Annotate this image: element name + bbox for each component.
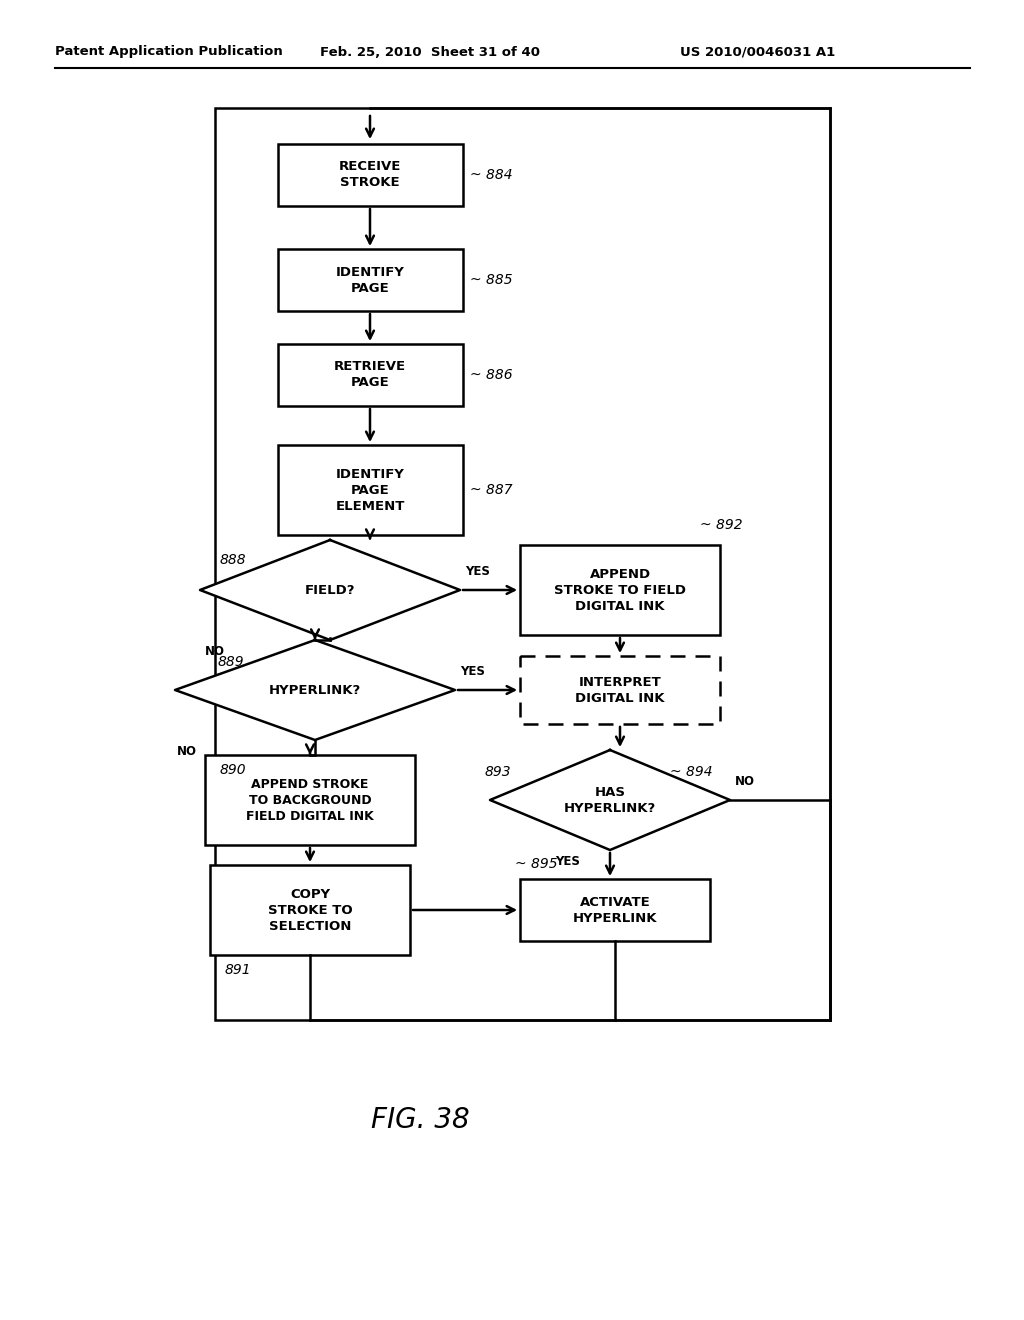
Text: ~ 894: ~ 894 — [670, 766, 713, 779]
Text: COPY
STROKE TO
SELECTION: COPY STROKE TO SELECTION — [267, 887, 352, 932]
Bar — [278, 144, 463, 206]
Text: HAS
HYPERLINK?: HAS HYPERLINK? — [564, 785, 656, 814]
Polygon shape — [175, 640, 455, 741]
Text: US 2010/0046031 A1: US 2010/0046031 A1 — [680, 45, 836, 58]
Text: ~ 895: ~ 895 — [515, 857, 558, 871]
Text: ~ 886: ~ 886 — [470, 368, 513, 381]
Bar — [520, 656, 720, 723]
Text: 889: 889 — [218, 655, 245, 669]
Bar — [520, 545, 720, 635]
Text: NO: NO — [205, 645, 225, 657]
Text: 893: 893 — [485, 766, 512, 779]
Text: NO: NO — [735, 775, 755, 788]
Text: 891: 891 — [225, 964, 252, 977]
Text: IDENTIFY
PAGE
ELEMENT: IDENTIFY PAGE ELEMENT — [335, 467, 404, 512]
Bar — [210, 865, 410, 954]
Bar — [215, 108, 830, 1020]
Bar — [278, 249, 463, 312]
Text: HYPERLINK?: HYPERLINK? — [269, 684, 361, 697]
Text: ~ 892: ~ 892 — [700, 517, 742, 532]
Text: INTERPRET
DIGITAL INK: INTERPRET DIGITAL INK — [575, 676, 665, 705]
Text: YES: YES — [465, 565, 489, 578]
Text: FIELD?: FIELD? — [305, 583, 355, 597]
Bar — [520, 879, 710, 941]
Text: ~ 887: ~ 887 — [470, 483, 513, 498]
Text: 890: 890 — [220, 763, 247, 777]
Text: 888: 888 — [220, 553, 247, 568]
Text: Feb. 25, 2010  Sheet 31 of 40: Feb. 25, 2010 Sheet 31 of 40 — [319, 45, 540, 58]
Text: YES: YES — [460, 665, 485, 678]
Text: Patent Application Publication: Patent Application Publication — [55, 45, 283, 58]
Text: APPEND
STROKE TO FIELD
DIGITAL INK: APPEND STROKE TO FIELD DIGITAL INK — [554, 568, 686, 612]
Text: ACTIVATE
HYPERLINK: ACTIVATE HYPERLINK — [572, 895, 657, 924]
Polygon shape — [200, 540, 460, 640]
Text: APPEND STROKE
TO BACKGROUND
FIELD DIGITAL INK: APPEND STROKE TO BACKGROUND FIELD DIGITA… — [246, 777, 374, 822]
Bar — [278, 445, 463, 535]
Text: RETRIEVE
PAGE: RETRIEVE PAGE — [334, 360, 407, 389]
Text: IDENTIFY
PAGE: IDENTIFY PAGE — [336, 265, 404, 294]
Text: ~ 885: ~ 885 — [470, 273, 513, 286]
Polygon shape — [490, 750, 730, 850]
Bar — [205, 755, 415, 845]
Text: RECEIVE
STROKE: RECEIVE STROKE — [339, 161, 401, 190]
Text: NO: NO — [177, 744, 197, 758]
Text: FIG. 38: FIG. 38 — [371, 1106, 469, 1134]
Text: ~ 884: ~ 884 — [470, 168, 513, 182]
Text: YES: YES — [555, 855, 580, 869]
Bar — [278, 345, 463, 407]
